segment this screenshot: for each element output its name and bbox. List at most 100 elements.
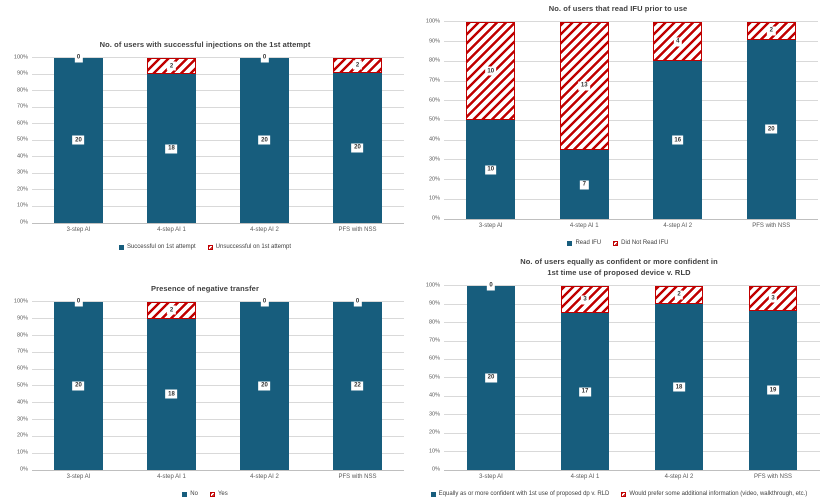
gridline (444, 469, 820, 471)
gridline (32, 402, 404, 404)
x-category-label: 4-step AI 1 (570, 474, 600, 480)
legend-label: Yes (217, 491, 228, 497)
value-label: 0 (74, 297, 83, 307)
bar-segment-hatched: 2 (147, 301, 196, 319)
y-tick-label: 90% (16, 314, 28, 321)
x-category-label: 4-step AI 2 (250, 474, 279, 480)
legend-swatch-hatched (613, 240, 619, 246)
gridline (32, 419, 404, 421)
chart-title: No. of users that read IFU prior to use (548, 4, 688, 13)
value-label: 0 (74, 53, 83, 63)
legend-item: Would prefer some additional information… (621, 491, 807, 497)
bar-segment-solid: 20 (54, 57, 103, 223)
y-tick-label: 40% (16, 399, 28, 405)
gridline (32, 205, 404, 207)
legend-swatch-solid (182, 491, 188, 497)
bar-column: 20 0 (218, 53, 311, 223)
value-label: 22 (351, 381, 364, 391)
bar-column: 18 2 (632, 285, 726, 470)
bar-segment-solid: 18 (654, 304, 704, 470)
y-tick-label: 20% (16, 186, 28, 193)
chart-title: Presence of negative transfer (151, 284, 259, 293)
y-tick-label: 40% (16, 153, 28, 160)
bar-segment-hatched: 2 (654, 285, 704, 305)
y-tick-label: 50% (428, 374, 440, 381)
plot-row: 0% 10% 20% 30% 40% 50% 60% 70% 80% 90% 100% 20 0 17 3… (418, 281, 820, 472)
value-label: 0 (486, 281, 496, 291)
legend: Equally as or more confident with 1st us… (418, 489, 820, 499)
legend-swatch-solid (430, 491, 436, 497)
bar-segment-hatched: 3 (560, 285, 610, 314)
chart-title-line-1: No. of users equally as confident or mor… (520, 257, 718, 266)
y-tick-label: 30% (16, 169, 28, 176)
legend-label: Did Not Read IFU (621, 240, 669, 246)
gridline (32, 469, 404, 471)
legend-item: Read IFU (567, 240, 601, 246)
gridline (444, 340, 820, 342)
legend: Successful on 1st attempt Unsuccessful on… (6, 242, 404, 252)
legend-label: Equally as or more confident with 1st us… (438, 491, 610, 497)
bar-column: 20 0 (32, 53, 125, 223)
bar-column: 19 3 (726, 285, 820, 470)
gridline (444, 100, 818, 102)
chart-title-line-2: 1st time use of proposed device v. RLD (547, 267, 691, 277)
y-tick-label: 20% (428, 175, 440, 182)
gridline (444, 303, 820, 305)
gridline (32, 156, 404, 158)
bar-segment-solid: 20 (746, 39, 796, 219)
value-label: 0 (260, 53, 269, 63)
gridline (444, 119, 818, 121)
gridline (444, 451, 820, 453)
value-label: 2 (167, 61, 176, 71)
y-tick-label: 0% (432, 215, 440, 222)
x-axis-labels: 3-step AI 4-step AI 1 4-step AI 2 PFS with … (444, 474, 820, 483)
gridline (444, 285, 820, 287)
bar-segment-solid: 20 (333, 72, 382, 223)
y-tick-label: 20% (428, 429, 440, 436)
legend-swatch-hatched (621, 491, 627, 497)
value-label: 16 (671, 135, 684, 145)
bar-column: 20 2 (311, 57, 404, 223)
legend-item: Did Not Read IFU (613, 240, 669, 246)
bar-column: 22 0 (311, 297, 404, 470)
y-axis: 0% 10% 20% 30% 40% 50% 60% 70% 80% 90% 100% (418, 19, 444, 222)
y-tick-label: 80% (16, 331, 28, 338)
gridline (444, 179, 818, 181)
value-label: 18 (673, 382, 685, 392)
legend-label: Successful on 1st attempt (126, 244, 196, 250)
bar-segment-hatched: 3 (748, 285, 798, 311)
gridline (444, 414, 820, 416)
chart-successful-injections: No. of users with successful injections … (6, 40, 404, 252)
legend-swatch-hatched (209, 491, 215, 497)
gridline (32, 452, 404, 454)
legend-swatch-solid (118, 244, 124, 250)
y-tick-label: 70% (428, 337, 440, 344)
y-tick-label: 10% (428, 195, 440, 202)
bar-column: 18 2 (125, 57, 218, 223)
y-tick-label: 100% (425, 282, 440, 288)
bar-column: 18 2 (125, 301, 218, 470)
bar-segment-solid: 19 (748, 310, 798, 470)
x-axis-labels: 3-step AI 4-step AI 1 4-step AI 2 PFS with … (32, 227, 404, 236)
gridline (444, 377, 820, 379)
bar-column: 17 3 (538, 285, 632, 470)
gridline (32, 139, 404, 141)
value-label: 0 (260, 297, 269, 307)
gridline (444, 139, 818, 141)
bar-column: 16 4 (631, 21, 725, 219)
legend-label: Read IFU (575, 240, 602, 246)
bar-segment-solid: 20 (240, 301, 289, 470)
x-category-label: 4-step AI 1 (569, 223, 599, 229)
y-tick-label: 70% (16, 103, 28, 110)
bar-segment-solid: 18 (147, 318, 196, 470)
y-tick-label: 100% (13, 54, 28, 61)
value-label: 20 (485, 373, 497, 383)
y-tick-label: 30% (428, 156, 440, 163)
plot-area: 10 10 7 13 16 4 20 2 (444, 21, 818, 220)
gridline (444, 80, 818, 82)
x-axis-labels: 3-step AI 4-step AI 1 4-step AI 2 PFS with … (32, 474, 404, 483)
y-axis: 0% 10% 20% 30% 40% 50% 60% 70% 80% 90% 100% (6, 54, 32, 225)
y-tick-label: 20% (16, 432, 28, 439)
gridline (32, 106, 404, 108)
